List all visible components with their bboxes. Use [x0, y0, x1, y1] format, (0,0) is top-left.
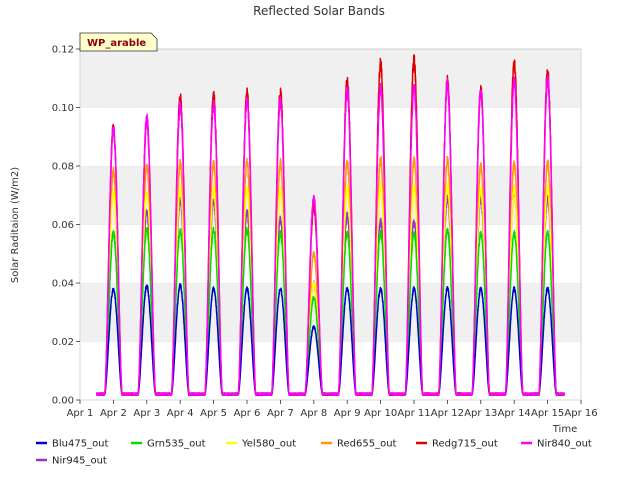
- legend-label: Redg715_out: [432, 439, 498, 450]
- y-axis-ticks: 0.00 0.02 0.04 0.06 0.08 0.10 0.12: [52, 45, 80, 407]
- series-group: [95, 54, 566, 397]
- x-axis-title: Time: [552, 424, 577, 435]
- chart-title: Reflected Solar Bands: [253, 4, 385, 18]
- x-tick-label: Apr 16: [564, 408, 597, 419]
- y-tick-label: 0.06: [52, 220, 74, 231]
- x-tick-label: Apr 1: [67, 408, 94, 419]
- x-tick-label: Apr 7: [267, 408, 294, 419]
- annotation-badge-shape: [79, 32, 158, 52]
- annotation-badge: WP_arable: [79, 32, 158, 52]
- grid-band: [80, 283, 581, 342]
- legend-label: Yel580_out: [241, 439, 296, 450]
- y-tick-label: 0.02: [52, 337, 74, 348]
- x-tick-label: Apr 3: [133, 408, 160, 419]
- y-tick-label: 0.10: [52, 103, 74, 114]
- grid-band: [80, 107, 581, 166]
- plot-background: [80, 48, 581, 400]
- x-axis-ticks: Apr 1 Apr 2 Apr 3 Apr 4 Apr 5 Apr 6 Apr 7 Apr 8…: [67, 400, 598, 419]
- x-tick-label: Apr 2: [100, 408, 127, 419]
- y-tick-label: 0.04: [52, 279, 74, 290]
- legend: Blu475_out Grn535_out Yel580_out Red655_out…: [36, 439, 592, 467]
- y-tick-label: 0.08: [52, 162, 74, 173]
- x-tick-label: Apr 13: [464, 408, 497, 419]
- x-tick-label: Apr 5: [200, 408, 227, 419]
- y-tick-label: 0.00: [52, 396, 74, 407]
- grid-band: [80, 341, 581, 400]
- grid-band: [80, 49, 581, 108]
- series-line-nir840-out: [95, 74, 566, 397]
- legend-label: Red655_out: [337, 439, 397, 450]
- y-axis-title: Solar Raditaion (W/m2): [10, 167, 21, 283]
- x-tick-label: Apr 8: [300, 408, 327, 419]
- x-tick-label: Apr 14: [498, 408, 531, 419]
- legend-label: Nir840_out: [537, 439, 592, 450]
- legend-label: Blu475_out: [52, 439, 109, 450]
- legend-label: Grn535_out: [147, 439, 206, 450]
- grid-band: [80, 224, 581, 283]
- x-tick-label: Apr 4: [167, 408, 194, 419]
- x-tick-label: Apr 9: [334, 408, 361, 419]
- legend-label: Nir945_out: [52, 456, 107, 467]
- annotation-badge-text: WP_arable: [87, 38, 146, 49]
- x-tick-label: Apr 10: [364, 408, 397, 419]
- x-tick-label: Apr 12: [431, 408, 464, 419]
- x-tick-label: Apr 15: [531, 408, 564, 419]
- y-tick-label: 0.12: [52, 45, 74, 56]
- x-tick-label: Apr 11: [397, 408, 430, 419]
- grid-band: [80, 166, 581, 225]
- x-tick-label: Apr 6: [234, 408, 261, 419]
